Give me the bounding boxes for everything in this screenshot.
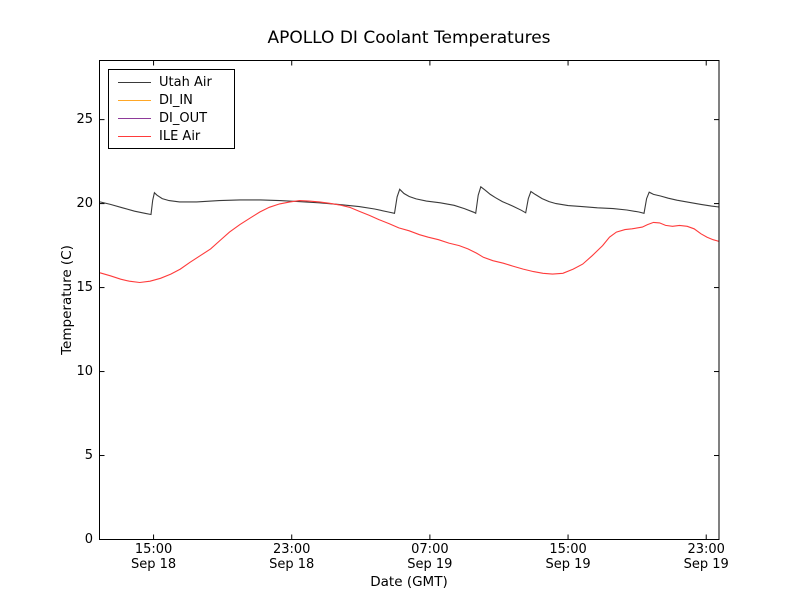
legend-line-di-out xyxy=(118,117,151,119)
plot-frame xyxy=(99,60,720,540)
legend-item: ILE Air xyxy=(109,128,234,145)
x-tick-date: Sep 19 xyxy=(683,556,729,572)
chart-title: APOLLO DI Coolant Temperatures xyxy=(267,28,551,48)
x-tick-label: 15:00 Sep 19 xyxy=(545,542,591,572)
legend: Utah Air DI_IN DI_OUT ILE Air xyxy=(108,69,235,149)
x-tick-date: Sep 18 xyxy=(130,556,177,572)
x-tick-time: 23:00 xyxy=(272,542,311,557)
legend-label: DI_IN xyxy=(159,92,193,108)
x-tick-label: 07:00 Sep 19 xyxy=(407,542,453,572)
x-tick-date: Sep 18 xyxy=(269,556,315,572)
legend-label: DI_OUT xyxy=(159,110,208,126)
x-tick-label: 23:00 Sep 19 xyxy=(683,542,729,572)
series-ile-air-line xyxy=(99,200,720,284)
y-tick-label: 0 xyxy=(84,531,93,547)
x-tick-date: Sep 19 xyxy=(545,556,591,572)
y-axis-label: Temperature (C) xyxy=(59,245,75,355)
legend-item: DI_IN xyxy=(109,92,234,109)
x-tick-label: 15:00 Sep 18 xyxy=(130,542,177,572)
legend-label: ILE Air xyxy=(159,128,201,144)
x-tick-time: 15:00 xyxy=(134,542,173,557)
x-axis-label: Date (GMT) xyxy=(370,574,448,590)
x-tick-time: 23:00 xyxy=(687,542,725,557)
y-tick-label: 25 xyxy=(76,111,93,127)
legend-item: DI_OUT xyxy=(109,110,234,127)
y-tick-label: 5 xyxy=(84,447,93,463)
y-tick-label: 15 xyxy=(76,279,93,295)
legend-line-di-in xyxy=(118,99,151,101)
legend-line-utah-air xyxy=(118,81,151,83)
x-tick-date: Sep 19 xyxy=(407,556,453,572)
x-tick-time: 15:00 xyxy=(549,542,587,557)
series-utah-air-line xyxy=(99,185,720,216)
y-tick-label: 10 xyxy=(76,363,93,379)
y-tick-label: 20 xyxy=(76,195,93,211)
x-tick-label: 23:00 Sep 18 xyxy=(269,542,315,572)
legend-line-ile-air xyxy=(118,135,151,137)
legend-label: Utah Air xyxy=(159,74,212,90)
legend-item: Utah Air xyxy=(109,74,234,91)
x-tick-time: 07:00 xyxy=(411,542,449,557)
